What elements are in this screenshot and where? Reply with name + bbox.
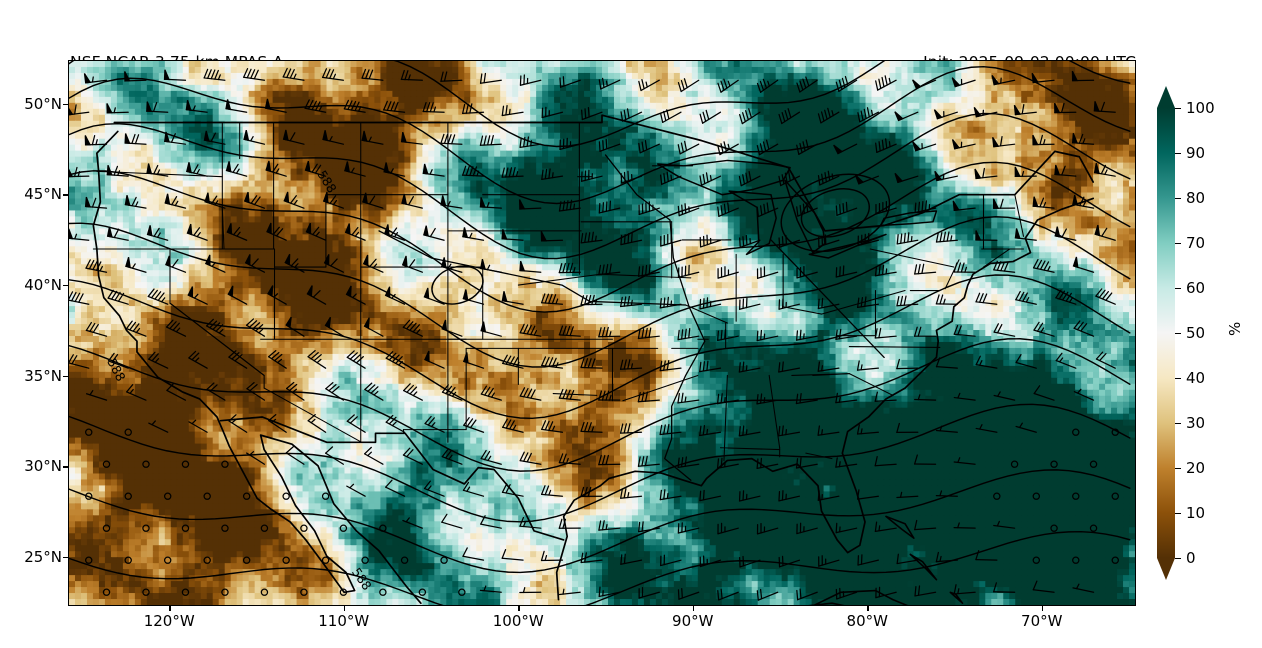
longitude-tick-label: 90°W (672, 612, 714, 630)
longitude-tick-label: 70°W (1021, 612, 1063, 630)
colorbar-tick-label: 60 (1186, 279, 1206, 297)
latitude-tick-mark (63, 284, 68, 287)
map-plot-area[interactable]: 588 588 588 (68, 60, 1136, 606)
colorbar-tick (1175, 153, 1181, 155)
colorbar-tick-label: 10 (1186, 504, 1206, 522)
longitude-tick-label: 110°W (318, 612, 370, 630)
humidity-field (69, 61, 1135, 605)
longitude-tick-mark (867, 606, 869, 611)
colorbar-tick-label: 30 (1186, 414, 1206, 432)
longitude-tick-label: 120°W (143, 612, 195, 630)
wind-barbs (69, 67, 1119, 601)
geography-layer (92, 114, 1095, 605)
latitude-tick-label: 40°N (24, 275, 62, 294)
colorbar-tick-label: 80 (1186, 189, 1206, 207)
colorbar-tick-label: 70 (1186, 234, 1206, 252)
colorbar-tick (1175, 198, 1181, 200)
longitude-tick-label: 100°W (492, 612, 544, 630)
colorbar[interactable]: 0 10 20 30 40 50 60 70 80 90 100 (1157, 86, 1215, 580)
latitude-tick-label: 35°N (24, 366, 62, 385)
longitude-tick-mark (1041, 606, 1044, 611)
colorbar-tick (1175, 423, 1181, 425)
latitude-tick-label: 30°N (24, 457, 62, 476)
longitude-tick-mark (692, 606, 695, 611)
colorbar-tick (1175, 108, 1181, 110)
colorbar-tick (1175, 378, 1181, 380)
colorbar-extend-min-arrow (1157, 558, 1175, 580)
latitude-tick-mark (63, 557, 68, 559)
latitude-tick-mark (63, 466, 68, 468)
latitude-tick-label: 50°N (24, 94, 62, 113)
longitude-tick-mark (169, 606, 171, 611)
latitude-tick-mark (63, 103, 68, 105)
longitude-tick-mark (518, 606, 520, 611)
colorbar-tick-label: 100 (1186, 99, 1215, 117)
latitude-tick-label: 45°N (24, 185, 62, 204)
colorbar-tick (1175, 333, 1181, 335)
colorbar-tick (1175, 558, 1181, 560)
colorbar-unit-label: % (1226, 321, 1244, 336)
colorbar-tick (1175, 468, 1181, 470)
colorbar-tick-label: 20 (1186, 459, 1206, 477)
colorbar-extend-max-arrow (1157, 86, 1175, 108)
colorbar-tick (1175, 513, 1181, 515)
latitude-tick-label: 25°N (24, 548, 62, 567)
colorbar-tick (1175, 288, 1181, 290)
colorbar-gradient (1157, 108, 1175, 558)
latitude-tick-mark (63, 375, 68, 377)
colorbar-tick (1175, 243, 1181, 245)
latitude-tick-mark (63, 194, 68, 196)
longitude-tick-mark (343, 606, 346, 611)
longitude-tick-label: 80°W (846, 612, 888, 630)
colorbar-tick-label: 0 (1186, 549, 1196, 567)
colorbar-tick-label: 50 (1186, 324, 1206, 342)
colorbar-tick-label: 90 (1186, 144, 1206, 162)
colorbar-tick-label: 40 (1186, 369, 1206, 387)
